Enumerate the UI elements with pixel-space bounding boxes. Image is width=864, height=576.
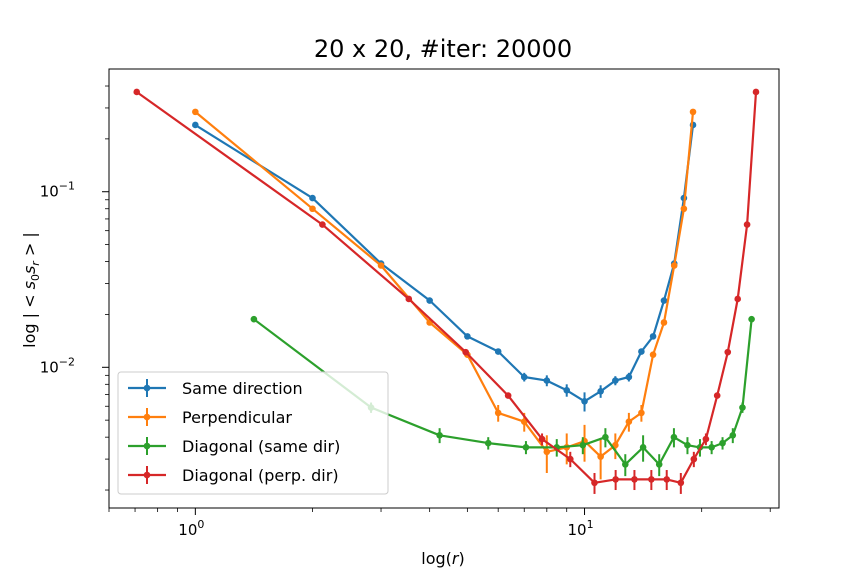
data-point <box>743 221 751 228</box>
data-point <box>649 333 657 340</box>
data-point <box>680 205 688 213</box>
data-point <box>639 444 647 451</box>
legend-label: Perpendicular <box>182 408 292 427</box>
data-point <box>462 348 469 356</box>
data-point <box>436 431 443 439</box>
legend-item: Same direction <box>128 379 303 398</box>
x-tick-label: 100 <box>178 518 204 539</box>
data-point <box>538 435 546 443</box>
legend-label: Diagonal (perp. dir) <box>182 466 339 485</box>
data-point <box>649 351 657 358</box>
data-point <box>748 315 755 323</box>
legend-label: Same direction <box>182 379 303 398</box>
x-tick-label: 101 <box>567 518 593 539</box>
data-point <box>734 295 741 303</box>
data-point <box>729 431 737 439</box>
data-point <box>543 377 551 384</box>
data-point <box>684 441 691 449</box>
data-point <box>426 297 433 304</box>
data-point <box>543 448 551 456</box>
legend-box <box>117 371 389 495</box>
data-point <box>724 348 732 356</box>
data-point <box>504 392 512 399</box>
data-point <box>638 348 645 355</box>
legend-item: Diagonal (perp. dir) <box>128 466 339 485</box>
data-point <box>563 386 571 394</box>
data-point <box>719 439 726 447</box>
data-point <box>677 479 685 487</box>
data-point <box>663 476 671 483</box>
data-point <box>648 476 655 483</box>
data-point <box>484 439 492 447</box>
legend-item: Diagonal (same dir) <box>128 437 340 456</box>
plot-area <box>133 88 760 494</box>
data-point <box>464 333 471 340</box>
data-point <box>377 262 385 269</box>
x-axis-label: log(r) <box>421 549 464 568</box>
data-point <box>660 297 668 304</box>
data-point <box>250 315 258 323</box>
data-point <box>612 476 619 483</box>
data-point <box>655 461 663 468</box>
y-tick-label: 10−2 <box>40 355 75 376</box>
data-point <box>522 444 530 451</box>
data-point <box>309 194 316 202</box>
data-point <box>309 205 316 213</box>
data-point <box>713 392 721 399</box>
data-point <box>520 373 528 381</box>
data-point <box>708 444 715 451</box>
data-point <box>690 455 698 463</box>
series-3 <box>250 315 755 477</box>
series-1 <box>192 121 697 412</box>
data-point <box>625 373 633 381</box>
data-point <box>192 121 199 129</box>
data-point <box>133 88 141 96</box>
plot-frame <box>108 68 780 509</box>
data-point <box>638 409 645 417</box>
svg-text:log | < s0sr > |: log | < s0sr > | <box>20 232 42 348</box>
series-line <box>136 91 758 484</box>
data-point <box>602 433 609 441</box>
data-point <box>494 409 502 417</box>
data-point <box>597 453 604 460</box>
y-tick-label: 10−1 <box>40 180 75 201</box>
data-point <box>494 348 502 355</box>
data-point <box>566 455 574 463</box>
data-point <box>702 435 710 443</box>
data-point <box>621 461 629 468</box>
data-point <box>670 433 678 441</box>
data-point <box>689 108 697 116</box>
legend-marker <box>143 471 151 479</box>
legend-label: Diagonal (same dir) <box>182 437 340 456</box>
legend-marker <box>143 384 151 392</box>
data-point <box>631 476 638 483</box>
legend-marker <box>143 442 151 450</box>
data-point <box>752 88 760 96</box>
chart-title: 20 x 20, #iter: 20000 <box>314 35 572 63</box>
data-point <box>660 319 668 326</box>
data-point <box>591 479 598 487</box>
data-point <box>625 418 633 425</box>
data-point <box>405 295 413 303</box>
data-point <box>670 262 678 269</box>
series-line <box>194 124 695 403</box>
data-point <box>739 404 746 411</box>
data-point <box>192 108 199 116</box>
data-point <box>579 441 587 449</box>
y-axis-label: log | < s0sr > | <box>20 232 42 348</box>
data-point <box>581 398 588 405</box>
legend: Same direction Perpendicular Diagonal (sam… <box>117 371 389 495</box>
series-4 <box>133 88 760 494</box>
data-point <box>612 377 619 384</box>
data-point <box>319 221 326 228</box>
legend-item: Perpendicular <box>128 408 292 427</box>
legend-marker <box>143 413 151 421</box>
data-point <box>597 387 604 395</box>
